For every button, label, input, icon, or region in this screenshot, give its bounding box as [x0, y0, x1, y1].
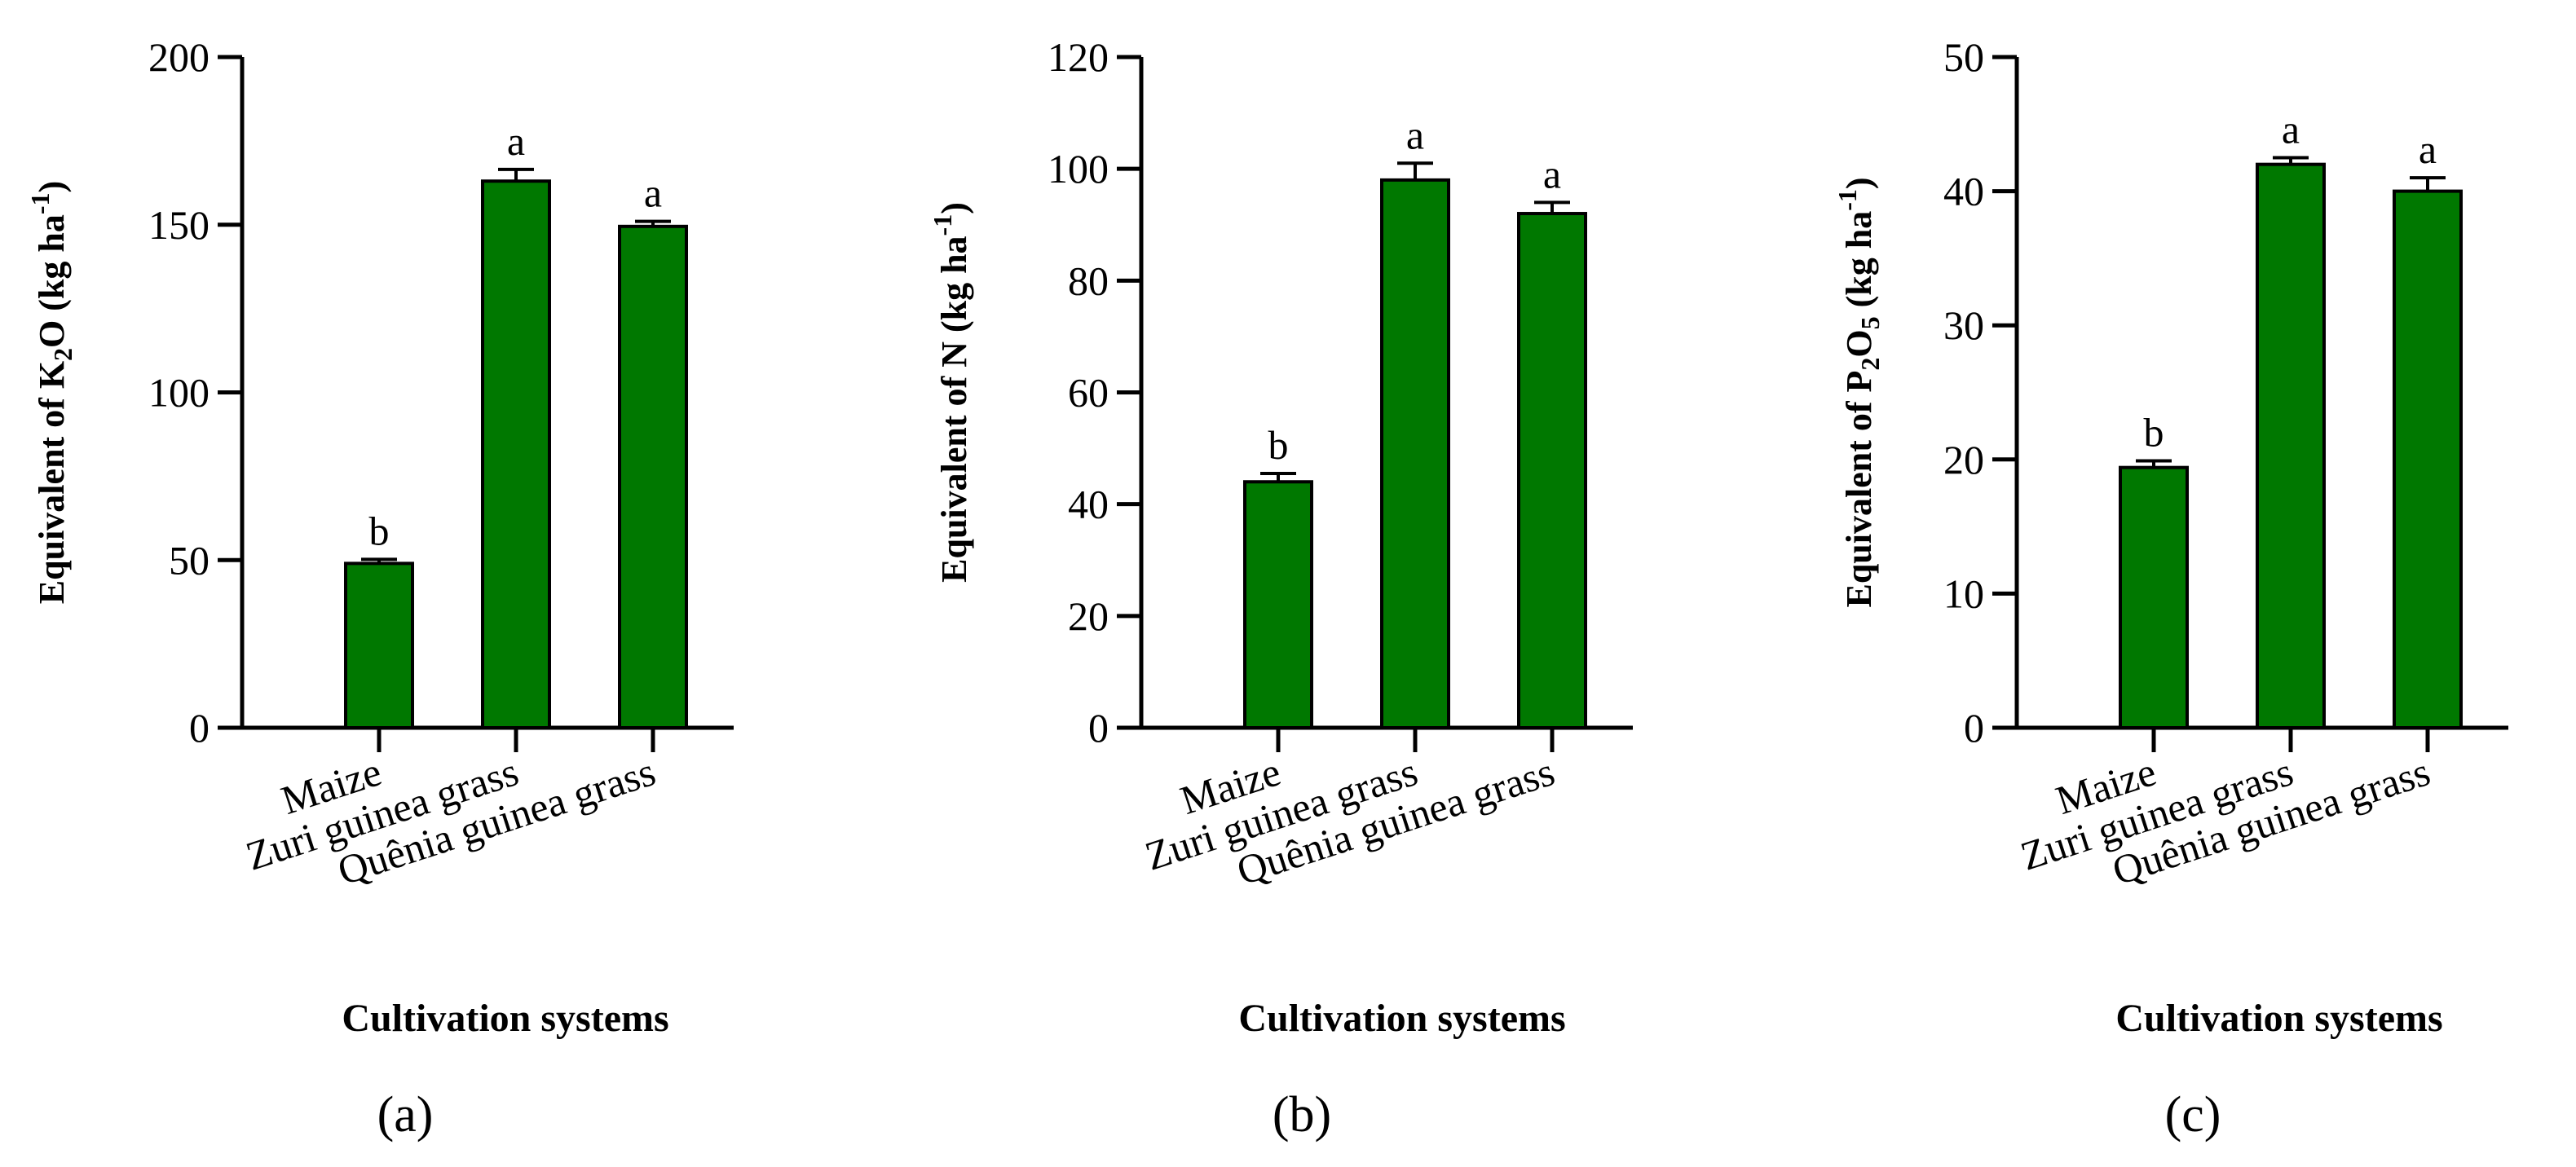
significance-letter: b: [369, 508, 390, 553]
panel-label: (a): [377, 1087, 434, 1143]
bar-3: [618, 224, 688, 729]
y-tick-label: 30: [1943, 302, 1984, 348]
y-label-superscript: -1: [928, 214, 957, 236]
y-label-superscript: -1: [25, 192, 55, 214]
y-tick-label: 40: [1943, 169, 1984, 214]
y-label-subscript: 2: [48, 348, 77, 361]
y-label-subscript: 2: [1855, 358, 1885, 371]
y-tick-label: 60: [1068, 370, 1109, 416]
panel-label: (c): [2165, 1087, 2221, 1143]
x-axis-label: Cultivation systems: [2115, 997, 2442, 1040]
x-axis-label: Cultivation systems: [342, 997, 668, 1040]
y-tick-label: 200: [148, 34, 210, 80]
y-tick-label: 50: [169, 537, 210, 583]
x-axis-label: Cultivation systems: [1238, 997, 1565, 1040]
bar-1: [2119, 465, 2189, 730]
panel-label: (b): [1273, 1087, 1331, 1143]
y-tick-label: 0: [1088, 705, 1109, 751]
significance-letter: b: [2144, 409, 2164, 455]
bar-2: [1380, 178, 1450, 729]
y-label-text: O (kg ha: [32, 214, 72, 348]
bar-3: [1517, 212, 1587, 729]
y-tick-label: 20: [1943, 437, 1984, 482]
y-label-text: Equivalent of N (kg ha: [934, 236, 974, 582]
y-label-text: ): [32, 181, 72, 193]
y-label-text: Equivalent of K: [32, 361, 72, 604]
y-label-text: ): [1839, 177, 1879, 189]
y-tick-label: 120: [1048, 34, 1109, 80]
y-tick-label: 50: [1943, 34, 1984, 80]
y-tick-label: 20: [1068, 593, 1109, 639]
y-label-text: Equivalent of P: [1839, 371, 1879, 608]
bar-1: [1243, 480, 1313, 729]
y-tick-label: 150: [148, 202, 210, 248]
bar-1: [344, 561, 414, 729]
bar-2: [481, 179, 551, 729]
significance-letter: a: [1543, 151, 1561, 196]
significance-letter: b: [1268, 422, 1289, 468]
y-axis-label: Equivalent of N (kg ha-1): [928, 202, 974, 583]
y-label-superscript: -1: [1833, 189, 1862, 211]
y-tick-label: 40: [1068, 482, 1109, 527]
significance-letter: a: [507, 118, 525, 164]
y-tick-label: 10: [1943, 570, 1984, 616]
y-tick-label: 80: [1068, 258, 1109, 303]
y-tick-label: 100: [148, 370, 210, 416]
y-axis-label: Equivalent of K2O (kg ha-1): [25, 181, 77, 604]
significance-letter: a: [2419, 126, 2437, 172]
y-label-subscript: 5: [1855, 316, 1885, 329]
y-tick-label: 0: [189, 705, 210, 751]
y-axis-label: Equivalent of P2O5 (kg ha-1): [1833, 177, 1885, 607]
significance-letter: a: [644, 170, 662, 216]
bar-3: [2393, 189, 2463, 730]
y-label-text: (kg ha: [1839, 211, 1879, 317]
y-tick-label: 0: [1964, 705, 1984, 751]
significance-letter: a: [1406, 112, 1424, 157]
significance-letter: a: [2282, 106, 2300, 152]
y-tick-label: 100: [1048, 146, 1109, 192]
y-label-text: O: [1839, 329, 1879, 357]
bar-2: [2256, 162, 2326, 729]
y-label-text: ): [934, 202, 974, 214]
